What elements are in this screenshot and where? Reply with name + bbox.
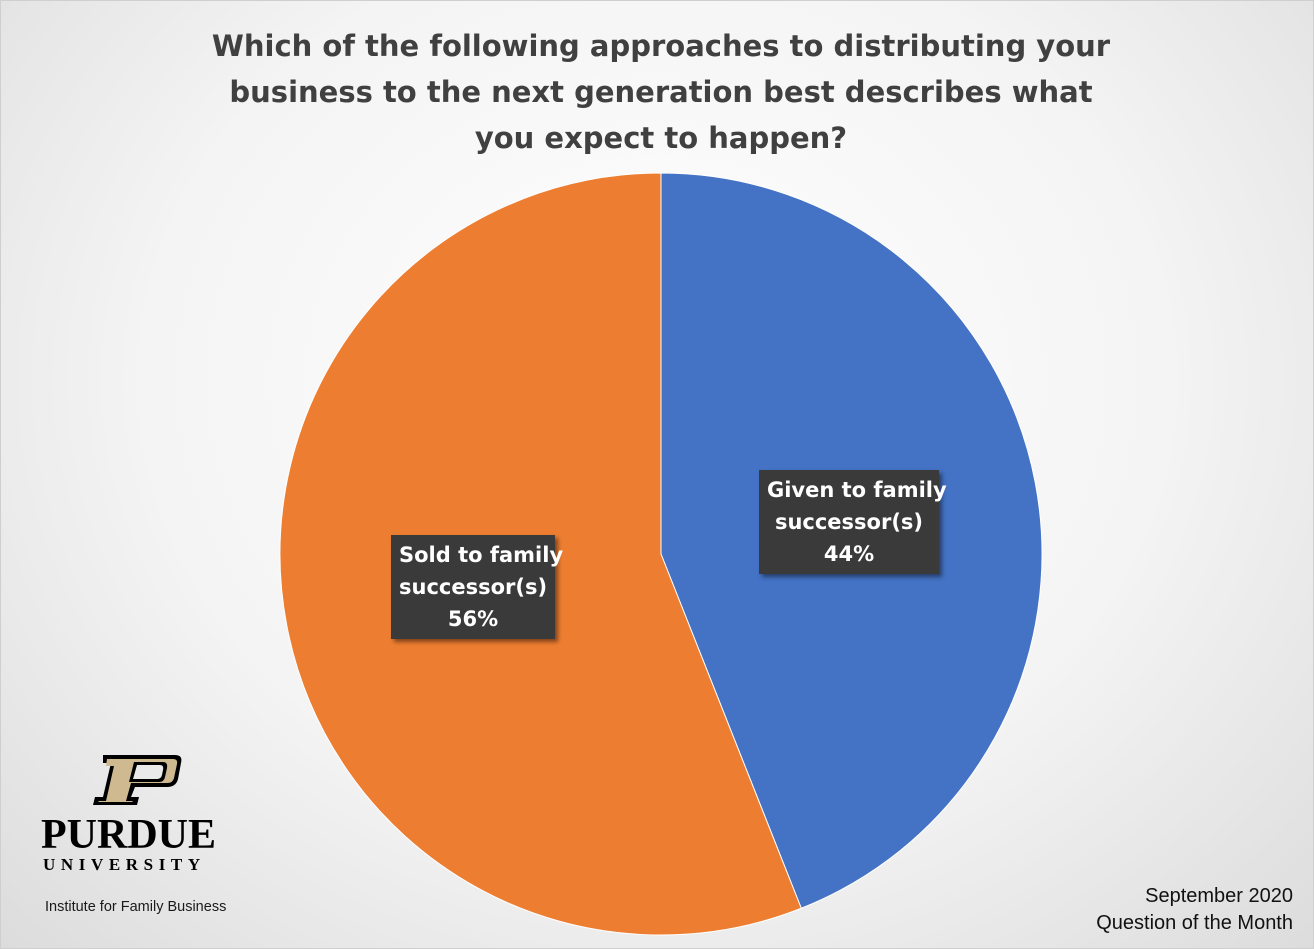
footer-note: September 2020 Question of the Month xyxy=(1096,883,1293,937)
chart-title: Which of the following approaches to dis… xyxy=(211,29,1111,155)
data-label-given: Given to family successor(s) 44% xyxy=(759,470,947,574)
data-label-sold: Sold to family successor(s) 56% xyxy=(391,535,564,639)
logo-institute: Institute for Family Business xyxy=(45,899,227,915)
data-label-sold-pct: 56% xyxy=(447,607,499,631)
logo-university: UNIVERSITY xyxy=(43,855,206,874)
logo-name: PURDUE xyxy=(41,812,216,858)
data-label-given-line1: Given to family xyxy=(767,478,947,502)
data-label-sold-line2: successor(s) xyxy=(399,575,548,599)
data-label-given-pct: 44% xyxy=(823,542,875,566)
data-label-given-line2: successor(s) xyxy=(774,510,924,534)
footer-date: September 2020 xyxy=(1145,885,1293,907)
data-label-sold-line1: Sold to family xyxy=(399,543,564,567)
purdue-logo: PURDUE UNIVERSITY Institute for Family B… xyxy=(29,751,249,931)
footer-series: Question of the Month xyxy=(1096,912,1293,934)
purdue-p-logo-icon xyxy=(93,755,182,805)
